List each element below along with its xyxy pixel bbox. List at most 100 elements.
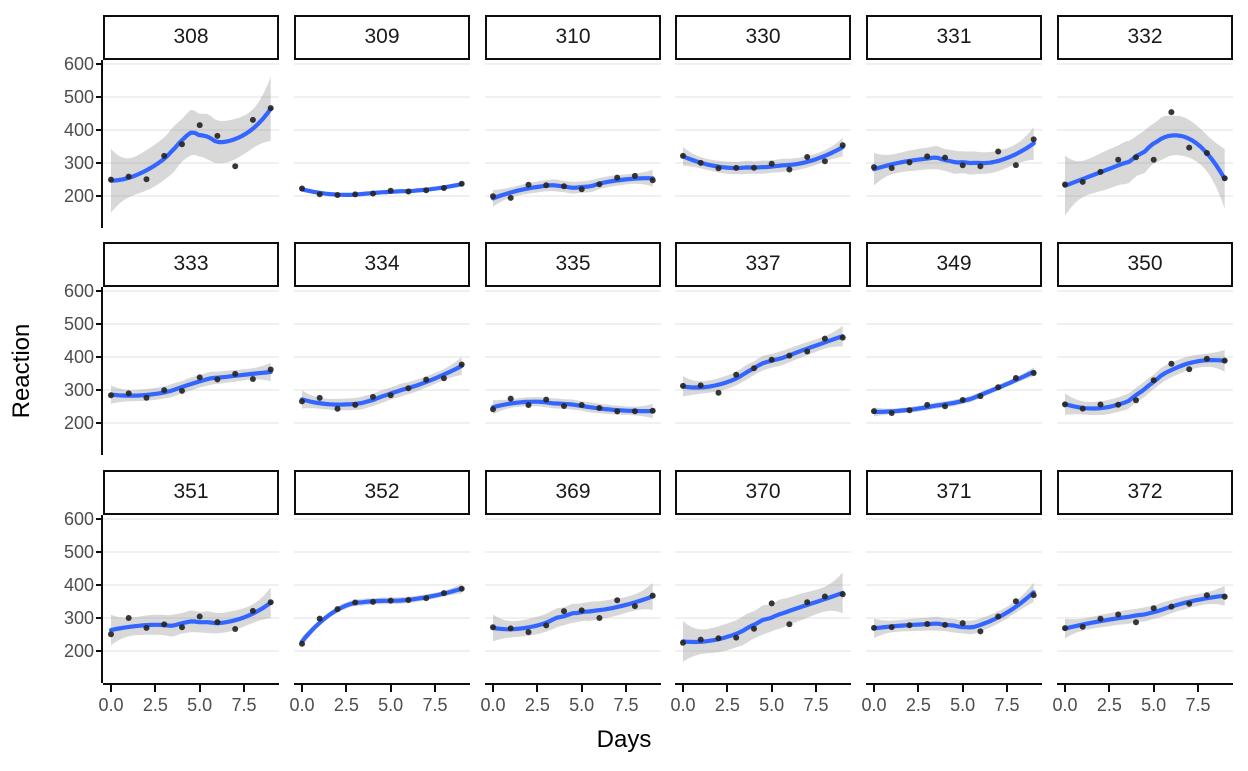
x-tick-label: 5.0 — [950, 695, 976, 715]
data-point — [1150, 156, 1157, 163]
data-point — [370, 190, 376, 197]
data-point — [440, 375, 447, 382]
data-point — [578, 607, 585, 614]
x-tick-label: 0.0 — [670, 695, 696, 715]
x-tick — [580, 685, 583, 693]
y-tick-label: 600 — [63, 509, 94, 529]
data-point — [596, 181, 603, 188]
data-point — [715, 389, 722, 396]
data-point — [680, 382, 686, 389]
smooth-line — [299, 586, 464, 644]
x-tick — [961, 685, 964, 693]
data-point — [1030, 592, 1037, 599]
x-tick-label: 7.5 — [613, 695, 639, 715]
facet-strip: 310 — [485, 15, 661, 60]
data-point — [614, 408, 621, 415]
data-point — [1079, 405, 1086, 412]
facet-strip-label: 308 — [173, 25, 209, 48]
data-point — [405, 188, 412, 195]
smooth-line — [871, 369, 1036, 415]
confidence-band — [111, 587, 271, 646]
data-point — [352, 599, 359, 606]
data-point — [423, 595, 430, 602]
data-point — [387, 392, 394, 399]
data-point — [423, 187, 430, 194]
data-point — [507, 625, 514, 632]
y-tick-label: 600 — [63, 281, 94, 301]
facet-panel-351 — [103, 515, 279, 683]
facet-strip: 332 — [1057, 15, 1233, 60]
data-point — [232, 370, 239, 377]
x-tick — [242, 685, 246, 693]
data-point — [1062, 181, 1068, 188]
x-tick — [1152, 685, 1155, 693]
data-point — [942, 154, 948, 161]
y-tick-label: 200 — [63, 413, 94, 433]
x-tick-label: 5.0 — [1141, 695, 1167, 715]
y-axis-line — [100, 60, 103, 228]
data-point — [561, 403, 567, 409]
x-tick — [814, 685, 818, 693]
data-point — [871, 164, 877, 171]
data-point — [1133, 397, 1139, 404]
facet-panel-330 — [675, 60, 851, 228]
facet-strip: 351 — [103, 470, 279, 515]
data-point — [249, 376, 256, 382]
data-point — [1115, 401, 1122, 408]
data-point — [1133, 619, 1139, 626]
data-point — [1012, 598, 1019, 605]
y-tick — [96, 128, 103, 132]
facet-panel-350 — [1057, 287, 1233, 455]
data-point — [525, 629, 532, 636]
data-point — [458, 180, 465, 187]
confidence-band — [683, 572, 843, 662]
data-point — [649, 592, 656, 599]
x-tick — [345, 685, 348, 693]
data-point — [649, 177, 656, 184]
y-tick-label: 300 — [63, 380, 94, 400]
facet-panel-352 — [294, 515, 470, 683]
data-point — [143, 176, 150, 183]
x-tick-label: 0.0 — [1052, 695, 1078, 715]
y-tick-label: 500 — [63, 542, 94, 562]
data-point — [232, 626, 239, 632]
data-point — [387, 597, 394, 604]
data-point — [995, 384, 1002, 391]
data-point — [561, 608, 567, 615]
data-point — [1097, 615, 1104, 622]
facet-strip-label: 335 — [555, 252, 591, 275]
x-tick-label: 7.5 — [803, 695, 829, 715]
x-tick-label: 2.5 — [905, 695, 931, 715]
x-tick-label: 0.0 — [98, 695, 124, 715]
data-point — [370, 598, 376, 605]
data-point — [561, 183, 567, 190]
data-point — [490, 193, 496, 200]
x-tick-label: 0.0 — [480, 695, 506, 715]
data-point — [715, 635, 722, 642]
data-point — [334, 606, 341, 613]
y-tick — [96, 616, 103, 620]
facet-strip: 352 — [294, 470, 470, 515]
x-axis-title: Days — [596, 726, 652, 753]
data-point — [839, 142, 846, 149]
data-point — [370, 393, 376, 400]
data-point — [1062, 401, 1068, 408]
data-point — [543, 396, 550, 403]
data-point — [680, 152, 686, 159]
facet-panel-332 — [1057, 60, 1233, 228]
data-point — [839, 334, 846, 341]
data-point — [924, 153, 931, 160]
x-tick-label: 5.0 — [759, 695, 785, 715]
x-axis-line — [103, 683, 279, 686]
data-point — [614, 174, 621, 181]
y-tick — [96, 355, 103, 359]
y-tick-label: 400 — [63, 575, 94, 595]
y-axis-line — [100, 515, 103, 683]
data-point — [1168, 603, 1175, 610]
facet-strip-label: 309 — [364, 25, 400, 48]
facet-panel-331 — [866, 60, 1042, 228]
data-point — [715, 165, 722, 172]
data-point — [299, 185, 305, 192]
facet-strip-label: 330 — [745, 25, 781, 48]
